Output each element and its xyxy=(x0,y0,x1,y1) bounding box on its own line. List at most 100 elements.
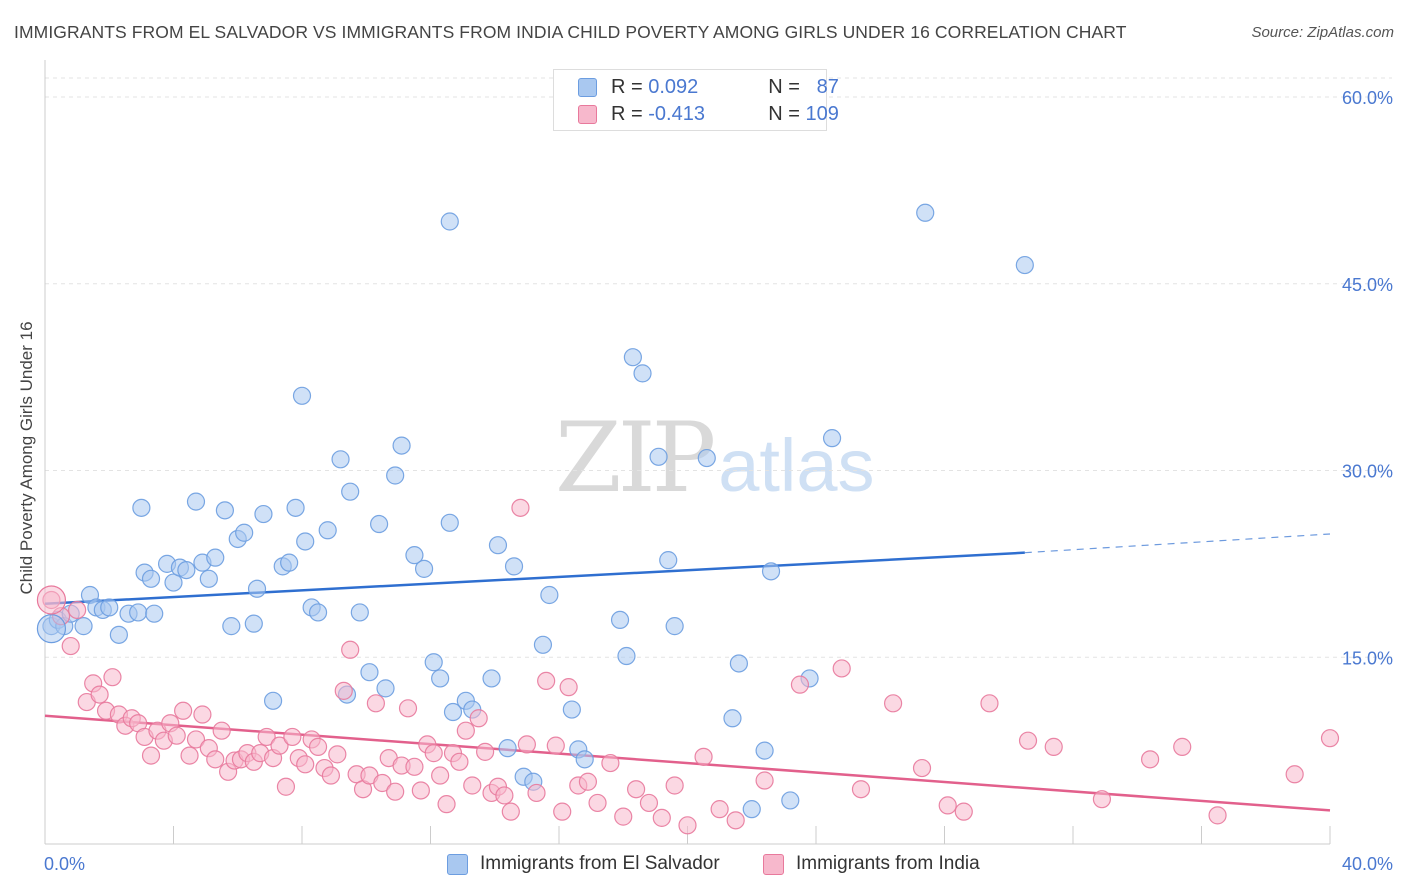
point-el-salvador xyxy=(665,617,684,636)
point-el-salvador xyxy=(755,741,774,760)
y-tick-label: 15.0% xyxy=(1342,648,1393,668)
legend-r-value: 0.092 xyxy=(648,75,699,98)
point-el-salvador xyxy=(286,498,305,517)
point-india xyxy=(851,780,871,799)
point-india xyxy=(68,600,87,620)
point-el-salvador xyxy=(386,466,405,485)
point-el-salvador xyxy=(504,557,524,576)
trend-line-el-salvador-extension xyxy=(1024,533,1331,554)
series-swatch-india xyxy=(763,853,784,875)
point-el-salvador xyxy=(617,646,636,666)
point-el-salvador xyxy=(761,562,781,581)
point-india xyxy=(90,685,109,704)
point-india xyxy=(276,777,296,796)
point-india xyxy=(527,783,546,803)
point-el-salvador xyxy=(177,560,196,580)
point-india xyxy=(678,816,697,835)
point-el-salvador xyxy=(649,447,668,466)
point-india xyxy=(726,811,745,830)
point-india xyxy=(665,776,684,795)
x-tick-label: 40.0% xyxy=(1342,854,1393,874)
point-el-salvador xyxy=(206,548,225,567)
y-tick-label: 30.0% xyxy=(1342,462,1393,482)
trend-line-india xyxy=(44,714,1331,812)
point-india xyxy=(883,694,903,713)
point-el-salvador xyxy=(575,750,594,769)
point-india xyxy=(1018,731,1038,750)
point-el-salvador xyxy=(440,513,459,532)
point-india xyxy=(495,786,514,805)
point-india xyxy=(501,802,520,821)
point-india xyxy=(174,701,193,720)
point-el-salvador xyxy=(533,635,553,654)
point-india xyxy=(373,773,392,793)
point-el-salvador xyxy=(405,546,424,565)
point-el-salvador xyxy=(443,702,463,722)
point-el-salvador xyxy=(610,610,630,630)
point-india xyxy=(546,736,565,755)
point-el-salvador xyxy=(129,603,148,622)
correlation-legend: R = 0.092 N = 87 R = -0.413 N = 109 xyxy=(553,69,839,131)
point-el-salvador xyxy=(36,614,67,644)
point-india xyxy=(790,675,810,694)
point-india xyxy=(341,640,360,659)
point-india xyxy=(206,750,225,769)
point-el-salvador xyxy=(109,625,128,644)
point-india xyxy=(103,668,122,687)
point-india xyxy=(456,721,475,740)
legend-r-label: R = xyxy=(611,75,643,98)
point-el-salvador xyxy=(488,536,508,555)
legend-row-el-salvador: R = 0.092 N = 87 xyxy=(578,76,839,98)
point-el-salvador xyxy=(263,691,283,710)
point-india xyxy=(938,796,957,815)
point-el-salvador xyxy=(623,348,642,367)
point-el-salvador xyxy=(1015,255,1034,275)
point-india xyxy=(517,735,536,754)
point-el-salvador xyxy=(370,514,389,534)
legend-swatch-india xyxy=(578,104,597,124)
point-india xyxy=(511,498,530,517)
point-india xyxy=(954,802,973,821)
point-india xyxy=(328,745,347,764)
point-india xyxy=(450,752,469,771)
point-india xyxy=(321,766,341,785)
point-india xyxy=(476,742,495,761)
point-india xyxy=(61,636,80,656)
point-india xyxy=(578,772,598,791)
point-el-salvador xyxy=(633,364,652,383)
point-india xyxy=(212,721,231,740)
y-tick-label: 60.0% xyxy=(1342,88,1393,108)
point-india xyxy=(469,709,488,728)
point-el-salvador xyxy=(540,585,559,605)
point-india xyxy=(167,726,186,745)
point-el-salvador xyxy=(141,569,161,588)
point-el-salvador xyxy=(296,532,315,551)
series-legend-india: Immigrants from India xyxy=(763,852,980,876)
point-el-salvador xyxy=(199,569,218,588)
legend-r-value: -0.413 xyxy=(648,102,705,125)
series-label-el-salvador: Immigrants from El Salvador xyxy=(480,853,720,874)
point-el-salvador xyxy=(247,579,267,598)
point-el-salvador xyxy=(222,617,241,636)
trend-line-el-salvador xyxy=(44,551,1025,605)
point-el-salvador xyxy=(280,553,299,572)
y-axis-label: Child Poverty Among Girls Under 16 xyxy=(17,321,36,594)
point-india xyxy=(270,736,289,755)
grid-lines xyxy=(45,77,1392,658)
point-india xyxy=(710,800,729,819)
point-el-salvador xyxy=(186,492,206,511)
point-india xyxy=(437,795,456,814)
point-el-salvador xyxy=(431,669,450,688)
chart-title: IMMIGRANTS FROM EL SALVADOR VS IMMIGRANT… xyxy=(14,22,1127,42)
point-el-salvador xyxy=(729,654,749,673)
trend-lines xyxy=(44,533,1331,812)
point-el-salvador xyxy=(292,386,312,405)
point-el-salvador xyxy=(341,482,360,501)
point-india xyxy=(626,780,646,799)
point-india xyxy=(36,585,67,615)
point-india xyxy=(366,694,385,713)
point-el-salvador xyxy=(697,448,716,468)
point-india xyxy=(1208,806,1227,825)
series-label-india: Immigrants from India xyxy=(796,853,980,874)
